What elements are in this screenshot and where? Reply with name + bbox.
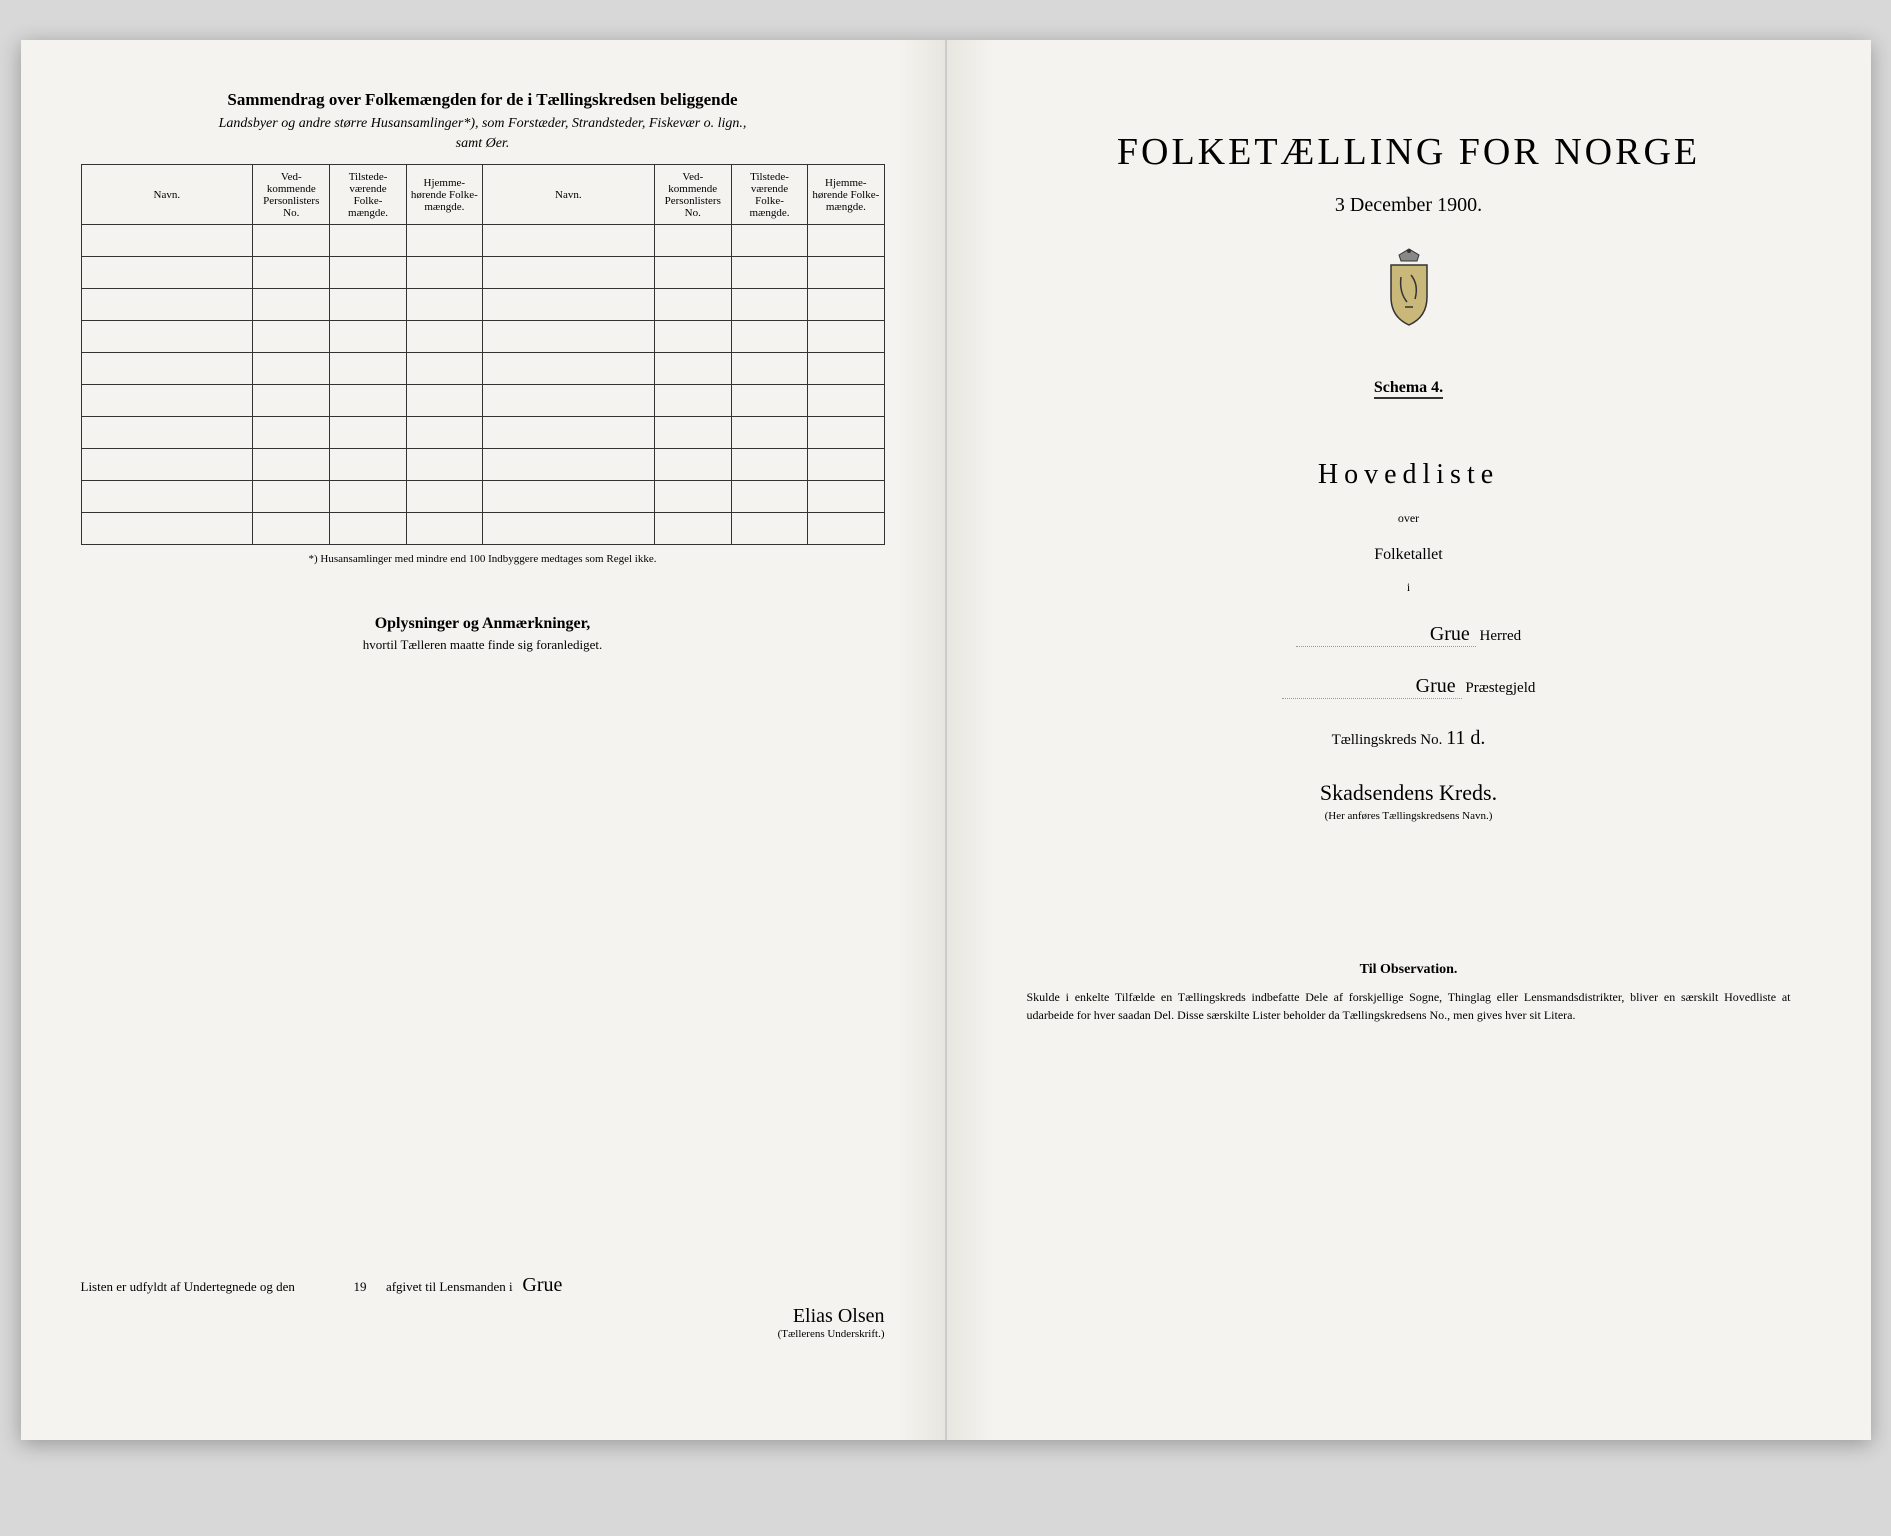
signature: Elias Olsen: [81, 1305, 885, 1328]
summary-subtitle-2: samt Øer.: [81, 136, 885, 152]
summary-subtitle-1: Landsbyer og andre større Husansamlinger…: [81, 116, 885, 132]
praestegjeld-row: Grue Præstegjeld: [1007, 675, 1811, 699]
over-label: over: [1007, 511, 1811, 526]
left-page: Sammendrag over Folkemængden for de i Tæ…: [21, 40, 947, 1440]
th-navn-1: Navn.: [81, 165, 253, 225]
summary-table-body: [81, 225, 884, 545]
table-row: [81, 417, 884, 449]
praestegjeld-value: Grue: [1282, 675, 1462, 699]
observation-title: Til Observation.: [1007, 962, 1811, 978]
bottom-handwritten: Grue: [522, 1274, 562, 1296]
taellingskreds-value: 11 d.: [1446, 727, 1485, 749]
taellingskreds-label: Tællingskreds No.: [1332, 732, 1443, 748]
praestegjeld-label: Præstegjeld: [1465, 680, 1535, 696]
th-vedkom-1: Ved-kommende Personlisters No.: [253, 165, 330, 225]
th-navn-2: Navn.: [482, 165, 654, 225]
schema-label: Schema 4.: [1374, 379, 1443, 399]
bottom-signature-block: Listen er udfyldt af Undertegnede og den…: [81, 1274, 885, 1340]
table-row: [81, 289, 884, 321]
folketallet-label: Folketallet: [1007, 546, 1811, 564]
table-row: [81, 257, 884, 289]
summary-table: Navn. Ved-kommende Personlisters No. Til…: [81, 164, 885, 545]
bottom-suffix: afgivet til Lensmanden i: [386, 1279, 513, 1294]
th-vedkom-2: Ved-kommende Personlisters No.: [654, 165, 731, 225]
oplysninger-sub: hvortil Tælleren maatte finde sig foranl…: [81, 637, 885, 653]
kreds-caption: (Her anføres Tællingskredsens Navn.): [1007, 810, 1811, 822]
table-row: [81, 513, 884, 545]
kreds-name: Skadsendens Kreds.: [1007, 780, 1811, 806]
table-row: [81, 385, 884, 417]
herred-value: Grue: [1296, 623, 1476, 647]
th-hjemme-2: Hjemme-hørende Folke-mængde.: [808, 165, 884, 225]
th-hjemme-1: Hjemme-hørende Folke-mængde.: [406, 165, 482, 225]
hovedliste-title: Hovedliste: [1007, 459, 1811, 491]
bottom-prefix: Listen er udfyldt af Undertegnede og den: [81, 1279, 295, 1294]
table-row: [81, 481, 884, 513]
bottom-mid: 19: [353, 1279, 366, 1294]
oplysninger-title: Oplysninger og Anmærkninger,: [81, 615, 885, 633]
th-tilstede-2: Tilstede-værende Folke-mængde.: [731, 165, 807, 225]
table-row: [81, 225, 884, 257]
table-row: [81, 321, 884, 353]
coat-of-arms-icon: [1007, 247, 1811, 339]
i-label: i: [1007, 580, 1811, 595]
table-row: [81, 449, 884, 481]
summary-title: Sammendrag over Folkemængden for de i Tæ…: [81, 90, 885, 110]
th-tilstede-1: Tilstede-værende Folke-mængde.: [330, 165, 406, 225]
main-date: 3 December 1900.: [1007, 194, 1811, 217]
taellingskreds-row: Tællingskreds No. 11 d.: [1007, 727, 1811, 750]
right-page: FOLKETÆLLING FOR NORGE 3 December 1900. …: [947, 40, 1871, 1440]
herred-row: Grue Herred: [1007, 623, 1811, 647]
document-spread: Sammendrag over Folkemængden for de i Tæ…: [21, 40, 1871, 1440]
signature-caption: (Tællerens Underskrift.): [81, 1328, 885, 1340]
table-row: [81, 353, 884, 385]
footnote: *) Husansamlinger med mindre end 100 Ind…: [81, 553, 885, 565]
herred-label: Herred: [1480, 628, 1522, 644]
observation-text: Skulde i enkelte Tilfælde en Tællingskre…: [1007, 988, 1811, 1024]
main-title: FOLKETÆLLING FOR NORGE: [1007, 130, 1811, 174]
